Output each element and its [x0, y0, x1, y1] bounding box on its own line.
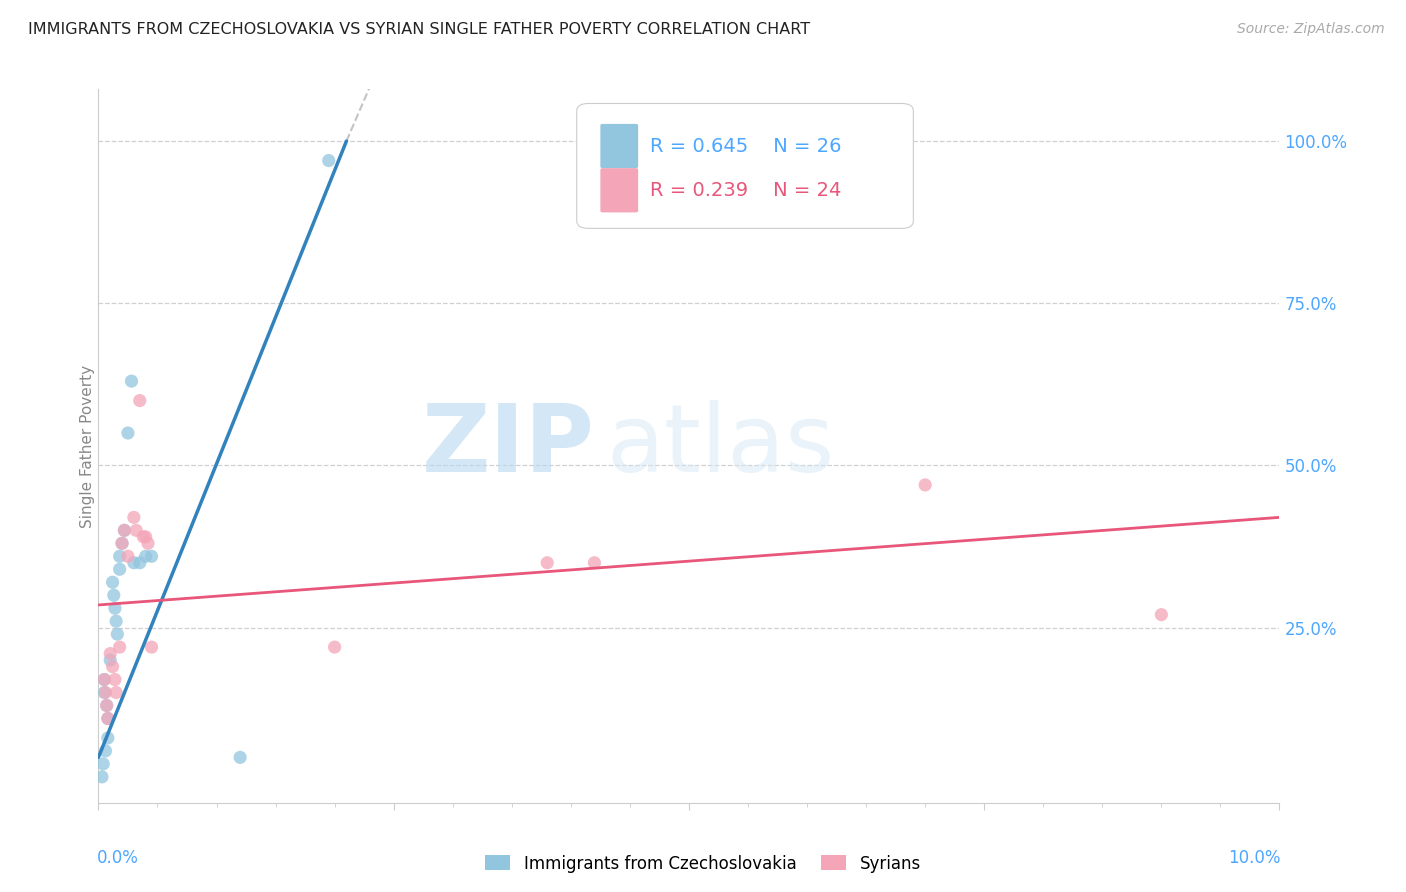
Point [117, 549, 139, 564]
Point [108, 549, 131, 564]
Point [98, 647, 121, 661]
Y-axis label: Single Father Poverty: Single Father Poverty [80, 365, 94, 527]
Point [93, 685, 115, 699]
Point [112, 524, 135, 538]
Point [103, 588, 125, 602]
Text: 0.0%: 0.0% [97, 849, 139, 867]
Point [117, 425, 139, 440]
Point [96, 698, 118, 713]
Point [121, 374, 143, 388]
Point [94, 685, 117, 699]
Point [122, 556, 145, 570]
Point [93, 673, 115, 687]
FancyBboxPatch shape [600, 168, 638, 212]
Point [141, 640, 163, 654]
Point [132, 530, 155, 544]
Point [1150, 607, 1173, 622]
Point [323, 640, 346, 654]
Point [98, 653, 121, 667]
Point [111, 536, 134, 550]
Text: R = 0.645    N = 26: R = 0.645 N = 26 [650, 136, 841, 155]
Point [105, 614, 128, 628]
Point [914, 478, 936, 492]
Point [105, 685, 128, 699]
Point [108, 640, 131, 654]
Point [96, 698, 118, 713]
Point [104, 601, 127, 615]
Text: ZIP: ZIP [422, 400, 595, 492]
Point [136, 536, 159, 550]
Text: R = 0.239    N = 24: R = 0.239 N = 24 [650, 181, 841, 200]
Text: atlas: atlas [606, 400, 835, 492]
Point [97, 711, 120, 725]
Point [94, 744, 117, 758]
Point [229, 750, 252, 764]
Point [135, 549, 157, 564]
Point [583, 556, 606, 570]
Point [318, 153, 340, 168]
Point [91, 770, 114, 784]
Text: IMMIGRANTS FROM CZECHOSLOVAKIA VS SYRIAN SINGLE FATHER POVERTY CORRELATION CHART: IMMIGRANTS FROM CZECHOSLOVAKIA VS SYRIAN… [28, 22, 810, 37]
Point [128, 556, 150, 570]
Point [93, 673, 115, 687]
Point [125, 524, 148, 538]
Point [141, 549, 163, 564]
Text: 10.0%: 10.0% [1229, 849, 1281, 867]
Point [97, 731, 120, 745]
Point [108, 562, 131, 576]
Point [122, 510, 145, 524]
Point [111, 536, 134, 550]
Point [128, 393, 150, 408]
Point [104, 673, 127, 687]
Point [101, 659, 124, 673]
Point [97, 711, 120, 725]
Point [112, 524, 135, 538]
Point [101, 575, 124, 590]
Point [135, 530, 157, 544]
FancyBboxPatch shape [576, 103, 914, 228]
Point [91, 756, 114, 771]
Legend: Immigrants from Czechoslovakia, Syrians: Immigrants from Czechoslovakia, Syrians [478, 848, 928, 880]
FancyBboxPatch shape [600, 124, 638, 168]
Point [105, 627, 128, 641]
Point [536, 556, 558, 570]
Text: Source: ZipAtlas.com: Source: ZipAtlas.com [1237, 22, 1385, 37]
